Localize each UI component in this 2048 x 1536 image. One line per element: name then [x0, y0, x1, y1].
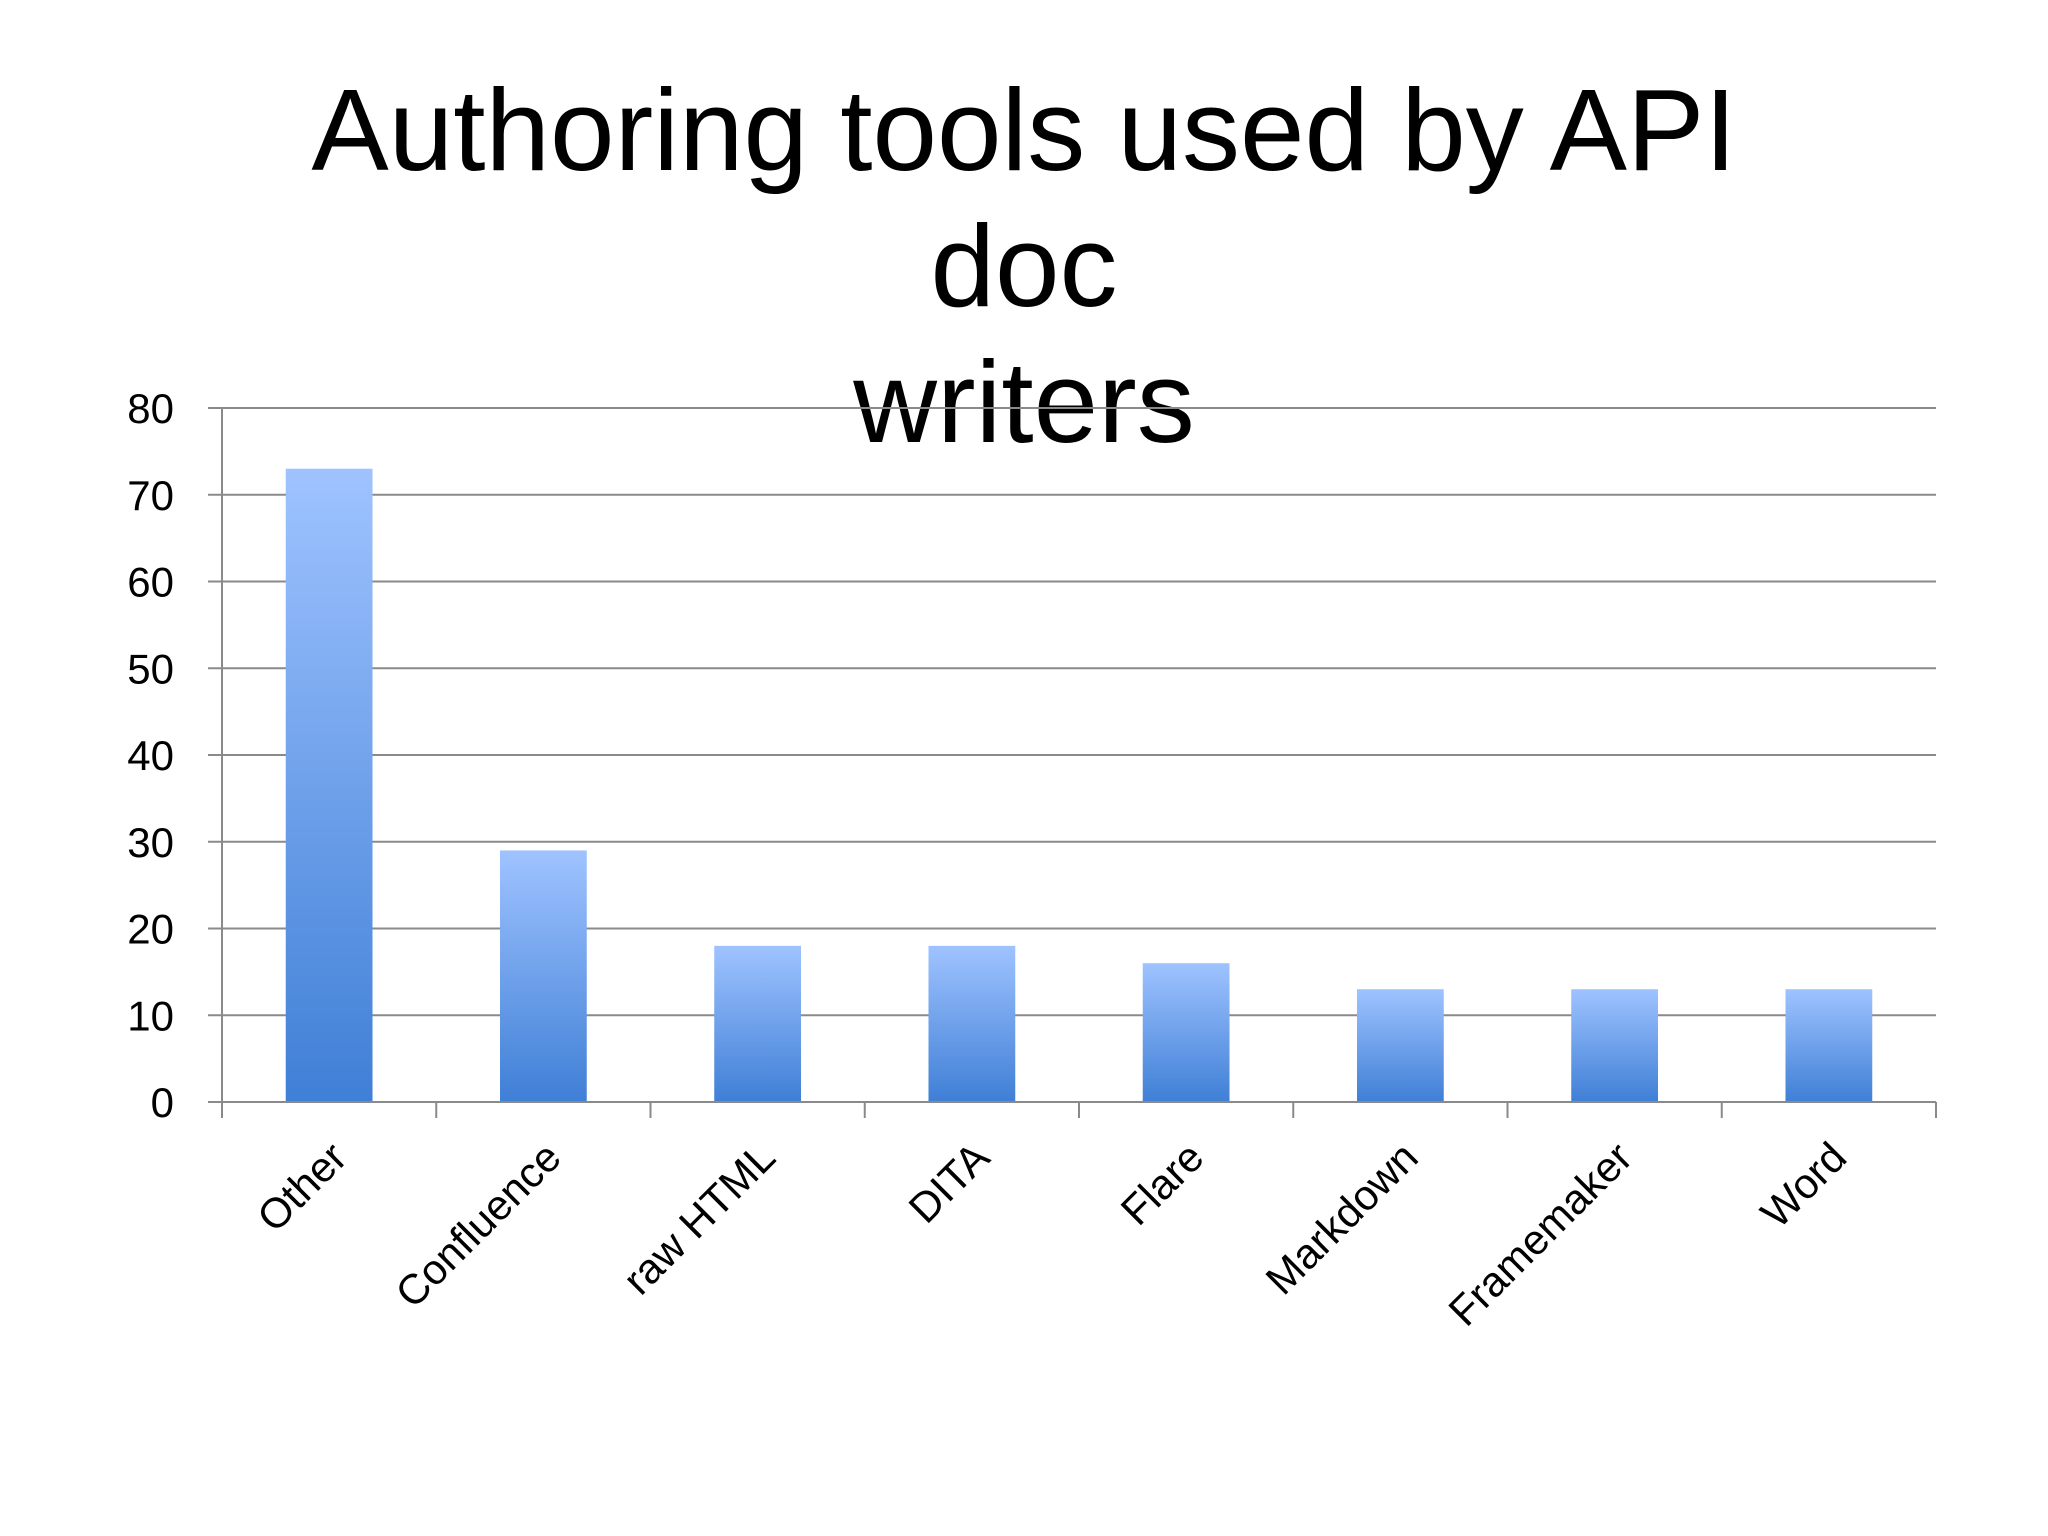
x-category-label-raw-html: raw HTML — [614, 1133, 784, 1303]
bar-markdown — [1356, 989, 1444, 1102]
x-category-label-word: Word — [1752, 1133, 1856, 1237]
y-tick-label-10: 10 — [127, 992, 174, 1039]
chart-title-line-2: writers — [853, 337, 1195, 467]
y-tick-label-70: 70 — [127, 472, 174, 519]
y-tick-label-80: 80 — [127, 385, 174, 432]
y-tick-labels: 0 10 20 30 40 50 60 70 80 — [127, 385, 174, 1126]
bar-word — [1785, 989, 1873, 1102]
chart-title-line-1: Authoring tools used by API doc — [311, 65, 1737, 331]
bar-framemaker — [1571, 989, 1659, 1102]
y-tick-label-50: 50 — [127, 645, 174, 692]
bar-dita — [928, 945, 1016, 1102]
x-category-label-markdown: Markdown — [1257, 1133, 1427, 1303]
bars — [285, 468, 1873, 1103]
y-tick-label-20: 20 — [127, 906, 174, 953]
y-tick-label-0: 0 — [151, 1079, 174, 1126]
x-category-label-other: Other — [248, 1133, 356, 1241]
bar-confluence — [499, 850, 587, 1102]
y-tick-label-40: 40 — [127, 732, 174, 779]
bar-raw-html — [714, 945, 802, 1102]
y-tick-label-30: 30 — [127, 819, 174, 866]
x-category-labels: Other Confluence raw HTML DITA Flare Markdown… — [248, 1133, 1855, 1335]
x-category-label-framemaker: Framemaker — [1439, 1133, 1641, 1335]
chart-title: Authoring tools used by API doc writers — [224, 62, 1824, 470]
y-tick-label-60: 60 — [127, 559, 174, 606]
x-category-label-flare: Flare — [1112, 1133, 1213, 1234]
bar-flare — [1142, 963, 1230, 1102]
x-category-label-dita: DITA — [900, 1133, 999, 1232]
bar-other — [285, 468, 373, 1103]
x-category-label-confluence: Confluence — [386, 1133, 569, 1316]
gridlines — [222, 407, 1936, 1017]
axes — [208, 407, 1937, 1118]
